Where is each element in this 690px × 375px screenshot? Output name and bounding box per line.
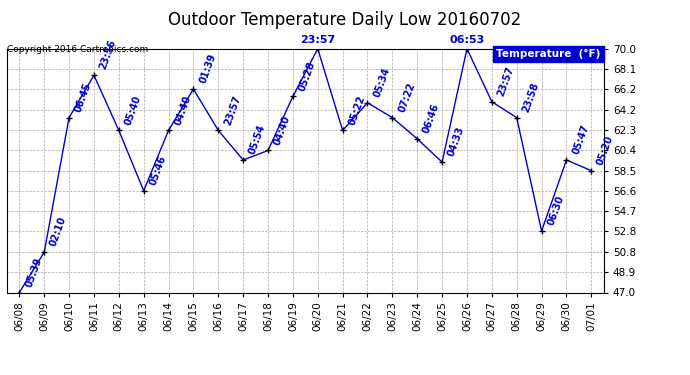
Text: 06:46: 06:46 bbox=[422, 102, 442, 135]
Text: 07:22: 07:22 bbox=[397, 81, 417, 114]
Text: 05:54: 05:54 bbox=[247, 123, 267, 156]
Text: 23:57: 23:57 bbox=[222, 94, 242, 126]
Text: 06:45: 06:45 bbox=[73, 81, 93, 114]
Text: 04:40: 04:40 bbox=[172, 94, 193, 126]
Text: 05:20: 05:20 bbox=[595, 134, 615, 166]
Text: 05:46: 05:46 bbox=[148, 154, 168, 187]
Text: 01:39: 01:39 bbox=[197, 52, 217, 85]
Text: Copyright 2016 Cartronics.com: Copyright 2016 Cartronics.com bbox=[7, 45, 148, 54]
Text: 23:57: 23:57 bbox=[496, 65, 516, 98]
Text: Outdoor Temperature Daily Low 20160702: Outdoor Temperature Daily Low 20160702 bbox=[168, 11, 522, 29]
Text: 05:28: 05:28 bbox=[297, 60, 317, 92]
Text: 04:33: 04:33 bbox=[446, 125, 466, 158]
Text: 06:30: 06:30 bbox=[546, 194, 566, 227]
Text: 23:56: 23:56 bbox=[98, 39, 118, 71]
Text: 05:34: 05:34 bbox=[372, 66, 392, 99]
Text: 05:40: 05:40 bbox=[123, 94, 143, 126]
Text: 05:22: 05:22 bbox=[347, 94, 367, 126]
Text: 02:10: 02:10 bbox=[48, 216, 68, 248]
Text: 05:39: 05:39 bbox=[23, 256, 43, 288]
Text: 06:53: 06:53 bbox=[449, 34, 484, 45]
Text: 05:47: 05:47 bbox=[571, 123, 591, 156]
Text: Temperature  (°F): Temperature (°F) bbox=[496, 49, 601, 59]
Text: 23:58: 23:58 bbox=[521, 81, 541, 114]
Text: 23:57: 23:57 bbox=[300, 34, 335, 45]
Text: 04:40: 04:40 bbox=[272, 114, 292, 146]
